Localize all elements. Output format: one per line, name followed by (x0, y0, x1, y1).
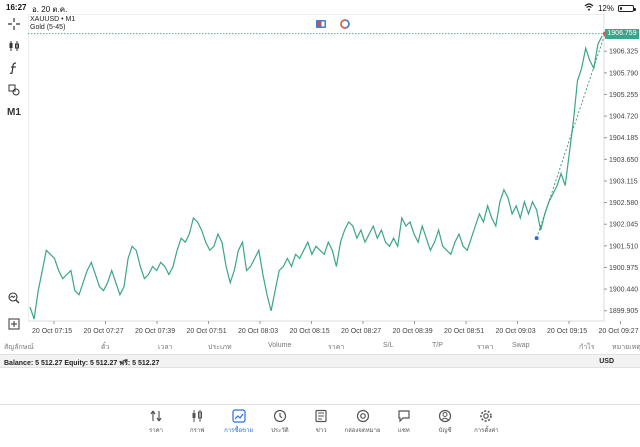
nav-item-label: ข่าว (315, 428, 327, 434)
nav-item-label: การซื้อขาย (224, 428, 254, 434)
column-header: Swap (512, 342, 530, 349)
y-tick-label: 1901.510 (609, 243, 638, 250)
account-summary-bar: Balance: 5 512.27 Equity: 5 512.27 ฟรี: … (0, 354, 640, 368)
x-tick-label: 20 Oct 09:15 (547, 328, 587, 335)
zoom-icon[interactable] (6, 290, 22, 306)
x-tick-label: 20 Oct 08:39 (393, 328, 433, 335)
chat-icon (398, 410, 410, 423)
objects-icon[interactable] (6, 82, 22, 98)
nav-item-label: กราฟ (190, 428, 205, 434)
x-tick-label: 20 Oct 08:15 (290, 328, 330, 335)
x-tick-label: 20 Oct 08:27 (341, 328, 381, 335)
current-price-label: 1906.759 (605, 28, 639, 39)
status-bar: 16:27 อ. 20 ต.ค. 12% (0, 0, 640, 14)
y-tick-label: 1902.045 (609, 222, 638, 229)
mailbox-icon (356, 409, 369, 423)
y-tick-label: 1904.720 (609, 114, 638, 121)
price-chart[interactable]: 1906.325 1905.790 1905.255 1904.720 1904.185… (28, 14, 640, 339)
column-header: T/P (432, 342, 443, 349)
x-tick-label: 20 Oct 09:27 (599, 328, 639, 335)
indicators-icon[interactable] (6, 60, 22, 76)
nav-item-label: การตั้งค่า (474, 428, 499, 434)
y-tick-label: 1904.185 (609, 135, 638, 142)
nav-item-label: แชท (397, 428, 410, 434)
plot-frame (28, 14, 605, 322)
chart-symbol: XAUUSD • M1 (30, 16, 76, 23)
status-right: 12% (584, 3, 636, 13)
nav-item-trade[interactable]: การซื้อขาย (219, 409, 259, 435)
crosshair-icon[interactable] (6, 16, 22, 32)
trade-icon (231, 409, 246, 423)
x-tick-label: 20 Oct 07:51 (187, 328, 227, 335)
nav-item-chat[interactable]: แชท (384, 409, 424, 435)
chart-toolbar: M1 (0, 14, 28, 339)
column-header: หมายเหตุ (612, 344, 640, 351)
nav-item-accounts[interactable]: บัญชี (425, 409, 465, 435)
x-tick-label: 20 Oct 07:27 (84, 328, 124, 335)
price-series-line (29, 35, 603, 320)
accounts-icon (438, 409, 452, 423)
nav-item-label: ประวัติ (271, 428, 289, 434)
x-tick-label: 20 Oct 08:51 (444, 328, 484, 335)
news-icon (315, 409, 327, 423)
x-tick-label: 20 Oct 09:03 (496, 328, 536, 335)
quotes-icon (150, 410, 162, 422)
nav-item-mailbox[interactable]: กล่องจดหมาย (343, 409, 383, 435)
battery-fill (620, 6, 622, 10)
y-tick-label: 1900.975 (609, 265, 638, 272)
add-window-icon[interactable] (6, 316, 22, 332)
column-header: Volume (268, 342, 292, 349)
status-date: อ. 20 ต.ค. (32, 5, 68, 14)
column-header: เวลา (158, 344, 173, 351)
column-header: ประเภท (208, 344, 232, 351)
battery-icon (618, 4, 636, 12)
y-tick-label: 1905.790 (609, 70, 638, 77)
x-tick-label: 20 Oct 08:03 (238, 328, 278, 335)
wifi-icon (584, 3, 594, 13)
y-tick-label: 1905.255 (609, 92, 638, 99)
candlestick-icon[interactable] (6, 38, 22, 54)
nav-item-settings[interactable]: การตั้งค่า (466, 409, 506, 435)
x-tick-label: 20 Oct 07:15 (32, 328, 72, 335)
history-icon (273, 409, 286, 423)
timeframe-button[interactable]: M1 (7, 106, 21, 118)
column-header: ราคา (477, 344, 494, 351)
chart-icon (192, 410, 203, 422)
column-header: กำไร (579, 344, 595, 351)
column-header: ราคา (328, 344, 345, 351)
y-tick-label: 1899.905 (609, 308, 638, 315)
nav-item-news[interactable]: ข่าว (301, 409, 341, 435)
column-header: ตั๋ว (101, 344, 110, 351)
y-tick-label: 1903.115 (609, 178, 638, 185)
account-summary: Balance: 5 512.27 Equity: 5 512.27 ฟรี: … (4, 360, 160, 367)
y-tick-label: 1902.580 (609, 200, 638, 207)
y-tick-label: 1900.440 (609, 287, 638, 294)
nav-item-chart[interactable]: กราฟ (177, 409, 217, 435)
trade-entry-marker (534, 236, 539, 241)
nav-item-label: บัญชี (438, 428, 452, 434)
y-tick-label: 1906.325 (609, 49, 638, 56)
bottom-navigation: ราคา กราฟ การซื้อขาย ประวัติ ข่าว กล่องจดหมาย… (0, 404, 640, 447)
chart-canvas[interactable]: 1906.325 1905.790 1905.255 1904.720 1904.185… (28, 14, 640, 339)
column-header: S/L (383, 342, 394, 349)
nav-item-quotes[interactable]: ราคา (136, 409, 176, 435)
nav-item-label: กล่องจดหมาย (344, 428, 381, 434)
settings-icon (480, 410, 493, 422)
status-time: 16:27 (6, 3, 27, 12)
chart-indicator-label: Gold (5-45) (30, 24, 66, 31)
x-tick-label: 20 Oct 07:39 (135, 328, 175, 335)
nav-item-history[interactable]: ประวัติ (260, 409, 300, 435)
positions-header: สัญลักษณ์ ตั๋ว เวลา ประเภท Volume ราคา S/L T/P ร… (0, 340, 640, 352)
y-tick-label: 1903.650 (609, 157, 638, 164)
nav-item-label: ราคา (149, 428, 163, 434)
battery-percent: 12% (597, 3, 614, 13)
account-currency: USD (599, 358, 614, 365)
column-header: สัญลักษณ์ (4, 344, 34, 351)
